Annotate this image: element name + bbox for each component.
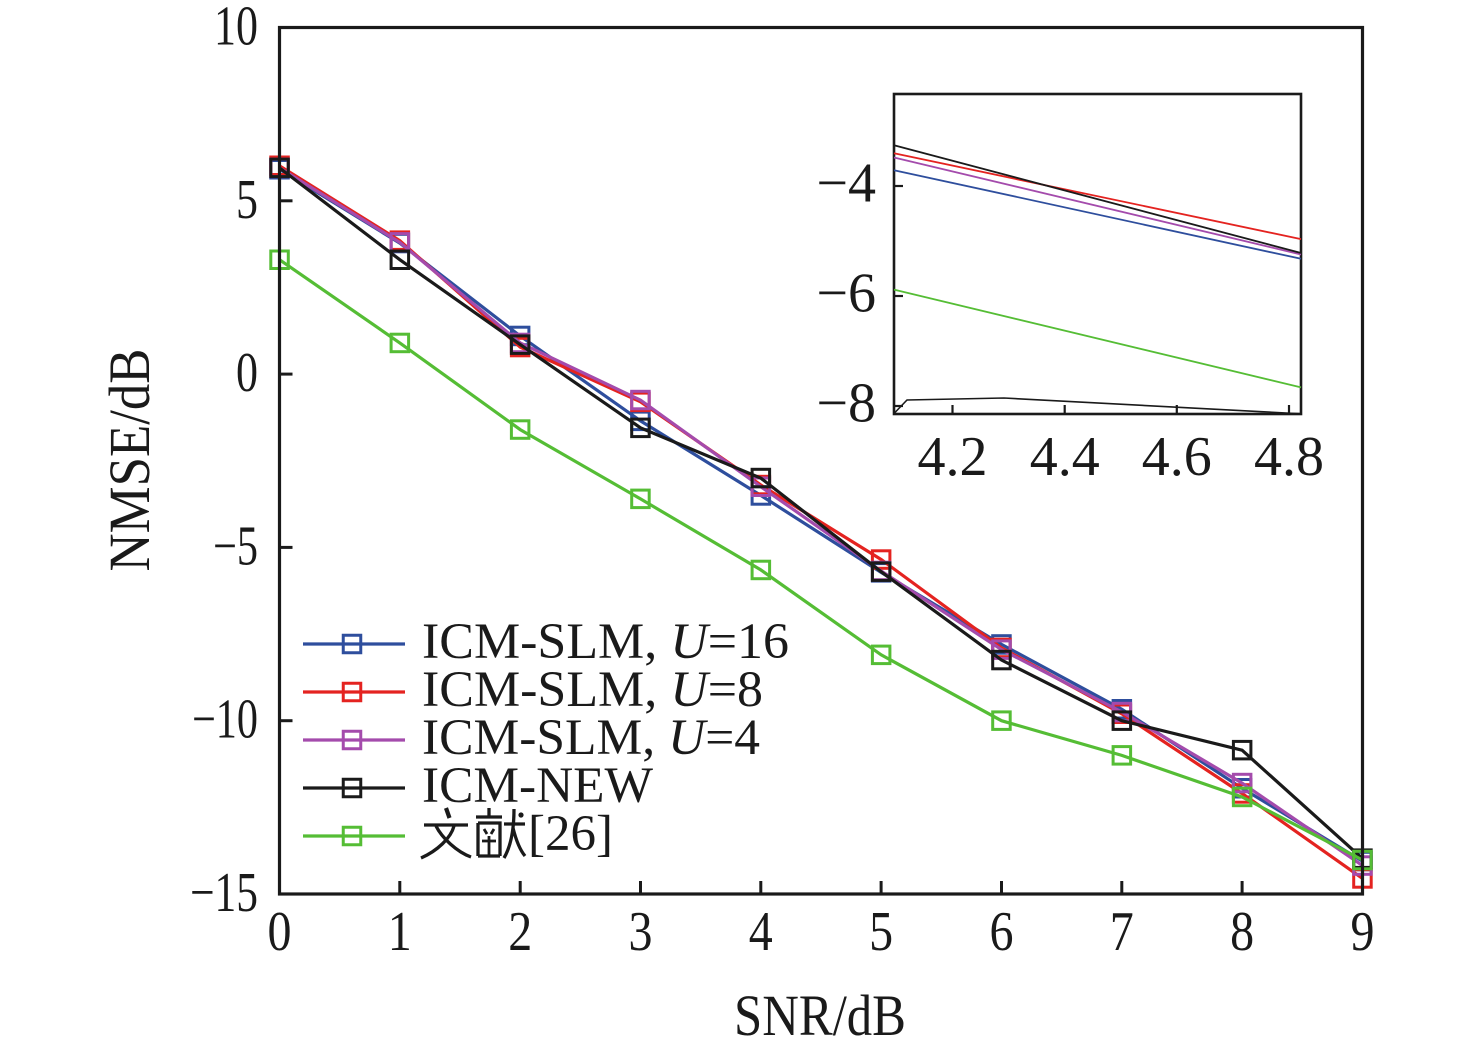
svg-text:1: 1	[388, 901, 412, 963]
svg-text:9: 9	[1351, 901, 1375, 963]
svg-text:−8: −8	[816, 373, 876, 435]
svg-text:SNR/dB: SNR/dB	[734, 983, 906, 1048]
svg-text:7: 7	[1110, 901, 1134, 963]
svg-text:ICM-SLM, U=8: ICM-SLM, U=8	[422, 662, 763, 718]
svg-text:8: 8	[1230, 901, 1254, 963]
svg-text:5: 5	[869, 901, 893, 963]
svg-text:10: 10	[214, 0, 258, 58]
svg-text:−4: −4	[816, 153, 876, 215]
svg-text:ICM-SLM, U=4: ICM-SLM, U=4	[422, 710, 760, 766]
svg-text:4.2: 4.2	[918, 426, 988, 488]
svg-text:−10: −10	[192, 689, 258, 751]
svg-text:ICM-SLM, U=16: ICM-SLM, U=16	[422, 614, 789, 670]
svg-text:NMSE/dB: NMSE/dB	[97, 349, 162, 572]
svg-text:0: 0	[268, 901, 292, 963]
svg-text:6: 6	[990, 901, 1014, 963]
svg-text:5: 5	[236, 169, 258, 231]
svg-text:−5: −5	[213, 515, 258, 577]
svg-text:−15: −15	[190, 862, 258, 924]
svg-text:−6: −6	[816, 263, 876, 325]
svg-text:4.4: 4.4	[1030, 426, 1100, 488]
svg-text:4.8: 4.8	[1254, 426, 1324, 488]
svg-text:2: 2	[508, 901, 532, 963]
svg-text:[26]: [26]	[528, 806, 613, 862]
svg-text:ICM-NEW: ICM-NEW	[422, 758, 654, 814]
svg-text:0: 0	[236, 342, 258, 404]
svg-text:4.6: 4.6	[1142, 426, 1212, 488]
svg-text:4: 4	[749, 901, 773, 963]
svg-text:3: 3	[629, 901, 653, 963]
